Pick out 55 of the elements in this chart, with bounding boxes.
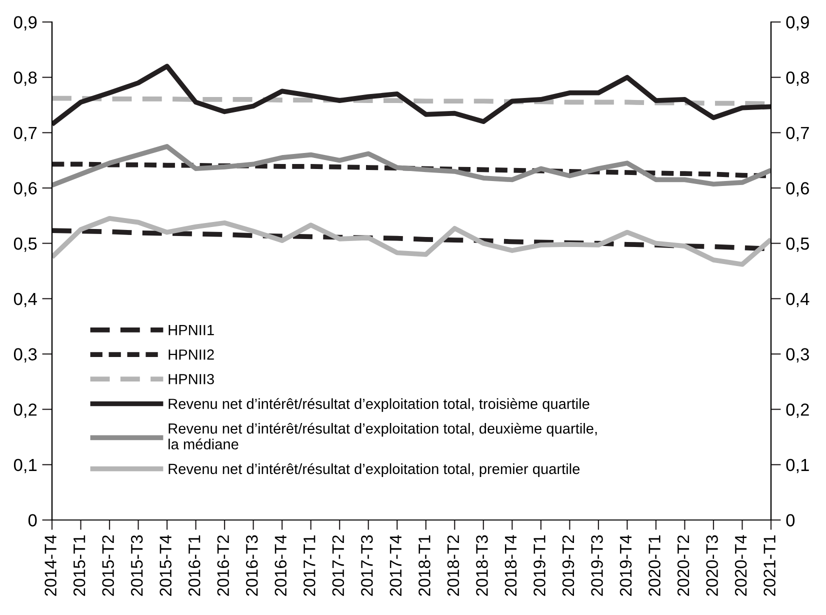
- y2-tick-label: 0,7: [786, 126, 809, 142]
- x-tick-label: 2021-T1: [764, 535, 776, 596]
- line-series: [52, 216, 771, 267]
- y-tick-label: 0,3: [14, 348, 37, 363]
- y2-tick-label: 0,4: [786, 292, 810, 308]
- x-tick-label: 2016-T2: [217, 535, 230, 596]
- x-tick-label: 2016-T3: [246, 535, 258, 596]
- line-series: [52, 64, 771, 127]
- x-tick-label: 2017-T3: [361, 535, 373, 596]
- y2-tick-label: 0,6: [786, 182, 809, 197]
- y2-tick-label: 0,8: [786, 72, 809, 86]
- y2-tick-label: 0: [786, 514, 795, 526]
- legend-label: HPNII3: [168, 374, 214, 384]
- x-tick-label: 2015-T3: [130, 535, 143, 596]
- x-tick-label: 2016-T4: [274, 535, 287, 596]
- x-tick-label: 2017-T4: [390, 535, 402, 596]
- x-tick-label: 2017-T2: [332, 535, 344, 596]
- legend-label: Revenu net d’intérêt/résultat d’exploitation total, premier quartile: [168, 463, 580, 477]
- legend-label: HPNII1: [168, 325, 214, 336]
- x-tick-label: 2016-T1: [188, 535, 200, 596]
- legend-label: HPNII2: [168, 349, 214, 360]
- y-tick-label: 0,7: [14, 126, 37, 142]
- x-tick-label: 2019-T3: [591, 535, 603, 596]
- y-tick-label: 0,1: [14, 458, 37, 474]
- x-tick-label: 2018-T2: [447, 535, 460, 596]
- y-tick-label: 0,5: [14, 238, 37, 252]
- x-tick-label: 2015-T4: [160, 535, 172, 596]
- line-series: [52, 144, 771, 188]
- x-tick-label: 2018-T3: [476, 535, 488, 596]
- x-tick-label: 2015-T2: [102, 535, 114, 596]
- x-tick-label: 2014-T4: [44, 535, 56, 596]
- x-tick-label: 2020-T1: [648, 535, 660, 596]
- x-tick-label: 2019-T2: [562, 535, 574, 596]
- x-tick-label: 2020-T4: [734, 535, 747, 596]
- x-tick-label: 2015-T1: [73, 535, 86, 596]
- x-tick-label: 2020-T3: [706, 535, 718, 596]
- x-tick-label: 2020-T2: [677, 535, 690, 596]
- y2-tick-label: 0,5: [786, 238, 809, 252]
- x-tick-label: 2018-T4: [504, 535, 517, 596]
- y-tick-label: 0,8: [14, 72, 37, 86]
- legend-label: Revenu net d’intérêt/résultat d’exploitation total, deuxième quartile, la médiane: [168, 422, 597, 450]
- x-tick-label: 2019-T4: [620, 535, 632, 596]
- y-tick-label: 0: [28, 514, 37, 526]
- y2-tick-label: 0,1: [786, 458, 809, 474]
- y2-tick-label: 0,2: [786, 404, 809, 418]
- x-tick-label: 2019-T1: [534, 535, 546, 596]
- y-tick-label: 0,4: [14, 292, 37, 308]
- y-tick-label: 0,2: [14, 404, 37, 418]
- y2-tick-label: 0,3: [786, 348, 809, 363]
- x-tick-label: 2017-T1: [304, 535, 316, 596]
- legend-label: Revenu net d’intérêt/résultat d’exploitation total, troisième quartile: [168, 398, 590, 412]
- y-tick-label: 0,6: [14, 182, 37, 197]
- y-tick-label: 0,9: [14, 16, 37, 31]
- y2-tick-label: 0,9: [786, 16, 809, 31]
- x-tick-label: 2018-T1: [418, 535, 430, 596]
